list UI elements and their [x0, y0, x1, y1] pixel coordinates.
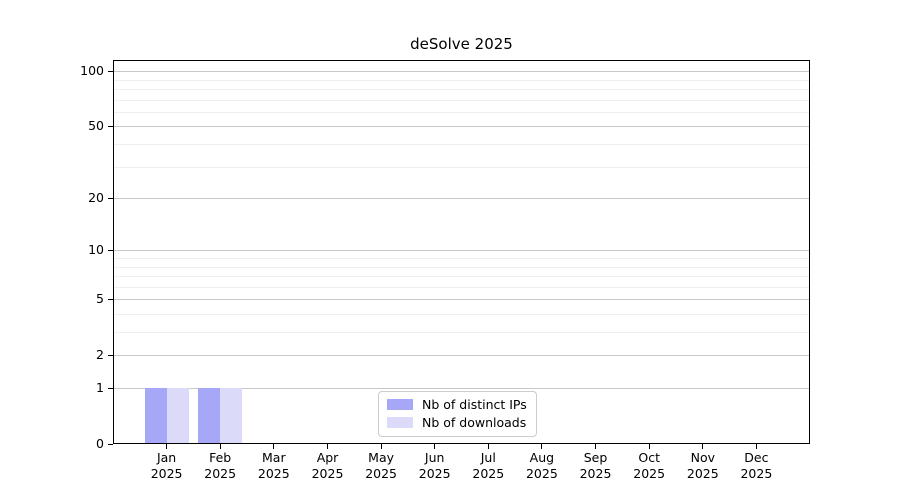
y-tick-label: 50: [88, 118, 104, 134]
x-tick-mark: [219, 444, 221, 449]
bar-jan-downloads: [166, 388, 189, 444]
gridline-major: [113, 355, 810, 357]
gridline-minor: [113, 89, 810, 90]
x-tick-mark: [327, 444, 328, 449]
chart-title: deSolve 2025: [410, 35, 513, 53]
x-tick-month: Oct: [638, 450, 660, 465]
x-tick-label-apr: Apr 2025: [288, 450, 368, 482]
x-tick-label-mar: Mar 2025: [234, 450, 314, 482]
gridline-minor: [113, 166, 810, 168]
x-tick-mark: [487, 444, 489, 449]
y-tick-mark: [108, 197, 113, 199]
x-tick-month: Nov: [690, 450, 715, 465]
y-tick-label: 0: [96, 436, 104, 451]
x-tick-label-nov: Nov 2025: [663, 450, 743, 482]
legend-item-distinct-ips: Nb of distinct IPs: [387, 397, 527, 412]
x-tick-year: 2025: [525, 466, 558, 481]
legend: Nb of distinct IPs Nb of downloads: [378, 391, 537, 437]
x-tick-label-jul: Jul 2025: [448, 450, 528, 482]
x-tick-label-jun: Jun 2025: [395, 450, 475, 482]
x-tick-month: Feb: [209, 450, 232, 465]
legend-swatch-distinct-ips-icon: [387, 399, 413, 410]
x-tick-year: 2025: [740, 466, 773, 481]
y-tick-mark: [108, 249, 113, 251]
y-tick-label: 100: [80, 63, 104, 79]
gridline-major: [113, 71, 810, 73]
y-tick-mark: [108, 298, 113, 300]
y-tick-mark: [108, 443, 113, 445]
x-tick-year: 2025: [365, 466, 397, 481]
gridline-major: [113, 250, 810, 252]
x-tick-label-feb: Feb 2025: [180, 450, 260, 482]
x-tick-month: Aug: [529, 450, 555, 465]
gridline-major: [113, 126, 810, 128]
x-tick-month: Mar: [262, 450, 286, 465]
x-tick-mark: [273, 444, 275, 449]
gridline-major: [113, 388, 810, 389]
legend-swatch-downloads-icon: [387, 417, 413, 428]
y-tick-label: 2: [96, 347, 104, 363]
x-tick-month: Apr: [316, 450, 339, 465]
x-tick-year: 2025: [633, 466, 666, 481]
x-tick-label-sep: Sep 2025: [556, 450, 636, 482]
x-tick-month: Dec: [744, 450, 769, 465]
y-tick-mark: [108, 354, 113, 356]
y-tick-label: 20: [88, 190, 104, 206]
y-tick-mark: [108, 125, 113, 127]
x-tick-mark: [702, 444, 704, 449]
legend-item-downloads: Nb of downloads: [387, 415, 527, 430]
y-tick-label: 10: [88, 242, 104, 258]
x-tick-year: 2025: [579, 466, 612, 481]
x-tick-year: 2025: [311, 466, 344, 481]
gridline-minor: [113, 314, 810, 315]
x-tick-year: 2025: [686, 466, 719, 481]
gridline-minor: [113, 144, 810, 145]
legend-label-distinct-ips: Nb of distinct IPs: [422, 397, 527, 412]
gridline-minor: [113, 266, 810, 268]
gridline-minor: [113, 79, 810, 81]
x-tick-mark: [755, 444, 757, 449]
x-tick-label-dec: Dec 2025: [716, 450, 796, 482]
gridline-minor: [113, 286, 810, 288]
gridline-minor: [113, 332, 810, 333]
gridline-minor: [113, 99, 810, 101]
x-tick-month: Jun: [424, 450, 445, 465]
x-tick-label-may: May 2025: [341, 450, 421, 482]
y-tick-mark: [108, 70, 113, 72]
gridline-major: [113, 299, 810, 301]
gridline-minor: [113, 276, 810, 277]
y-tick-label: 1: [96, 380, 104, 395]
plot-area: [113, 60, 810, 444]
y-tick-label: 5: [96, 291, 104, 307]
y-tick-mark: [108, 387, 113, 389]
x-tick-month: May: [368, 450, 395, 465]
bar-jan-distinct-ips: [144, 388, 167, 444]
x-tick-year: 2025: [150, 466, 183, 481]
x-tick-month: Jan: [156, 450, 177, 465]
x-tick-label-oct: Oct 2025: [609, 450, 689, 482]
x-tick-label-jan: Jan 2025: [127, 450, 207, 482]
x-tick-mark: [648, 444, 650, 449]
gridline-major: [113, 198, 810, 200]
legend-label-downloads: Nb of downloads: [422, 415, 527, 430]
gridline-minor: [113, 111, 810, 113]
x-tick-mark: [434, 444, 436, 449]
bar-feb-downloads: [220, 388, 243, 444]
bar-feb-distinct-ips: [198, 388, 221, 444]
x-tick-month: Sep: [583, 450, 608, 465]
gridline-minor: [113, 258, 810, 259]
x-tick-year: 2025: [257, 466, 290, 481]
x-tick-year: 2025: [204, 466, 237, 481]
x-tick-year: 2025: [418, 466, 451, 481]
x-tick-mark: [541, 444, 543, 449]
x-tick-mark: [166, 444, 168, 449]
x-tick-month: Jul: [480, 450, 496, 465]
x-tick-year: 2025: [472, 466, 505, 481]
x-tick-mark: [380, 444, 382, 449]
x-tick-label-aug: Aug 2025: [502, 450, 582, 482]
x-tick-mark: [595, 444, 596, 449]
